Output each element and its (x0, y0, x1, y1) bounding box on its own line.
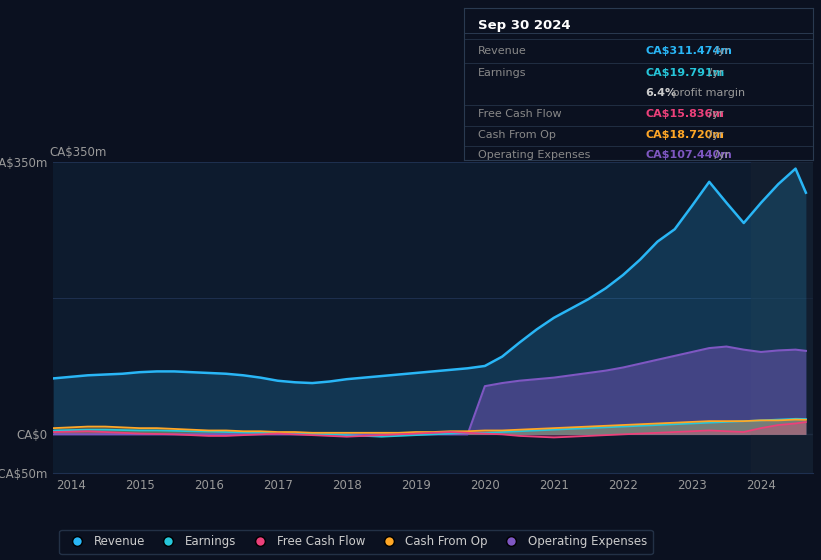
Text: /yr: /yr (704, 109, 723, 119)
Text: CA$311.474m: CA$311.474m (645, 46, 732, 56)
Text: /yr: /yr (704, 130, 723, 141)
Legend: Revenue, Earnings, Free Cash Flow, Cash From Op, Operating Expenses: Revenue, Earnings, Free Cash Flow, Cash … (59, 530, 653, 554)
Text: /yr: /yr (710, 46, 729, 56)
Text: Free Cash Flow: Free Cash Flow (478, 109, 562, 119)
Text: Operating Expenses: Operating Expenses (478, 150, 590, 160)
Text: CA$107.440m: CA$107.440m (645, 150, 732, 160)
Text: CA$18.720m: CA$18.720m (645, 130, 724, 141)
Text: CA$15.836m: CA$15.836m (645, 109, 724, 119)
Text: 6.4%: 6.4% (645, 88, 677, 98)
Text: Revenue: Revenue (478, 46, 526, 56)
Text: /yr: /yr (704, 68, 723, 78)
Text: Cash From Op: Cash From Op (478, 130, 556, 141)
Text: Earnings: Earnings (478, 68, 526, 78)
Text: CA$350m: CA$350m (49, 146, 107, 159)
Text: CA$19.791m: CA$19.791m (645, 68, 725, 78)
Text: profit margin: profit margin (669, 88, 745, 98)
Text: /yr: /yr (710, 150, 729, 160)
Text: Sep 30 2024: Sep 30 2024 (478, 19, 571, 32)
Bar (750, 162, 813, 473)
